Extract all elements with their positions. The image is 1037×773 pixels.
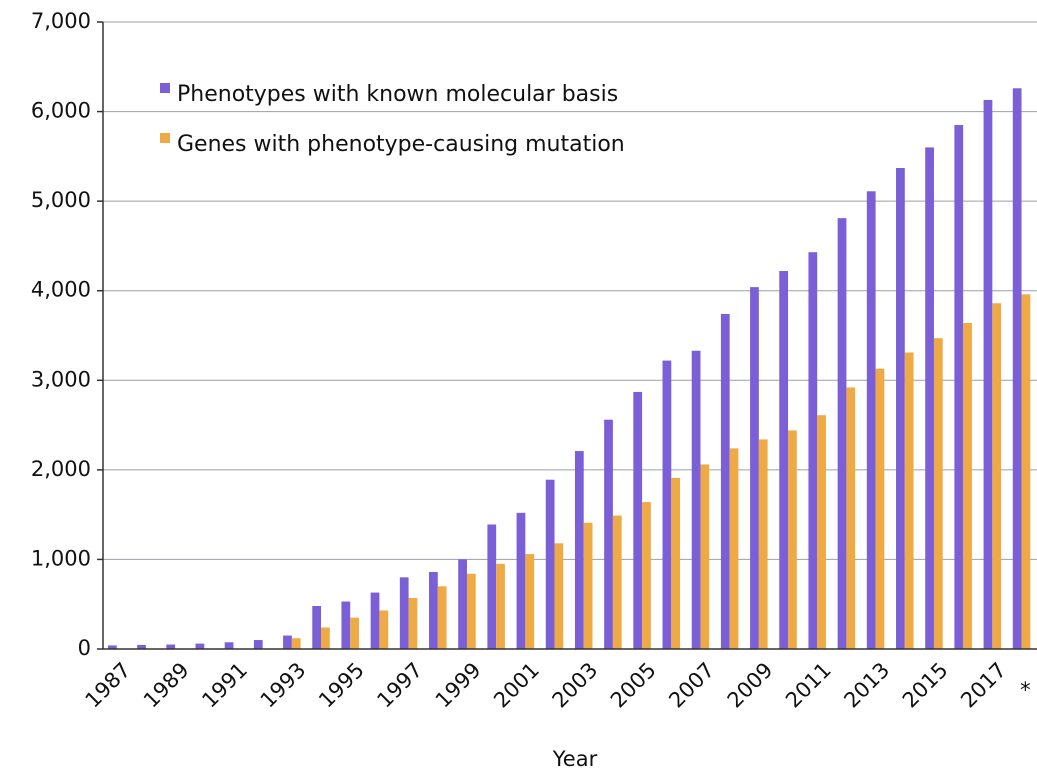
legend-label: Genes with phenotype-causing mutation (177, 132, 625, 157)
bar (720, 314, 730, 649)
legend-swatch (160, 133, 170, 143)
bar (429, 571, 438, 649)
x-tick-label: 1999 (431, 658, 486, 713)
bar (837, 218, 847, 649)
bar (224, 642, 234, 649)
bar (817, 415, 826, 649)
bar (642, 502, 651, 649)
y-tick-label: 7,000 (31, 9, 91, 33)
bar (370, 592, 380, 649)
bar (466, 573, 476, 649)
y-tick-label: 3,000 (31, 367, 91, 391)
bar (671, 477, 681, 649)
y-tick-label: 5,000 (31, 188, 91, 212)
bar (896, 168, 905, 649)
bar (779, 271, 789, 649)
bar (992, 303, 1002, 649)
bar (612, 515, 622, 649)
y-tick-label: 6,000 (31, 99, 91, 123)
bar (633, 391, 643, 649)
y-tick-label: 2,000 (31, 457, 91, 481)
x-tick-label: 1991 (197, 658, 252, 713)
bar (341, 601, 351, 649)
bar (379, 610, 389, 649)
x-tick-label: * (1020, 678, 1031, 702)
bar (846, 387, 856, 649)
bar (729, 448, 739, 649)
bar (283, 635, 292, 649)
bar (253, 640, 263, 649)
bar (788, 430, 797, 649)
bar (583, 522, 593, 649)
x-tick-label: 2017 (956, 658, 1011, 713)
bar (408, 597, 418, 649)
x-tick-label: 2005 (606, 658, 661, 713)
x-tick-label: 1987 (81, 658, 136, 713)
bar (904, 352, 914, 649)
bar (963, 322, 972, 649)
bar (107, 645, 117, 649)
bar (137, 644, 146, 649)
y-tick-label: 1,000 (31, 546, 91, 570)
bar (1012, 88, 1022, 650)
bar (866, 191, 876, 650)
x-tick-label: 2003 (548, 658, 603, 713)
y-tick-label: 4,000 (31, 278, 91, 302)
bar (195, 643, 205, 649)
bar (604, 419, 613, 649)
bar (875, 368, 885, 649)
bar (758, 439, 768, 649)
x-axis-label: Year (552, 747, 598, 771)
y-tick-label: 0 (78, 636, 91, 660)
bar (1021, 294, 1031, 649)
bar (525, 554, 535, 649)
bar (574, 451, 584, 649)
bar (750, 287, 759, 649)
bar (166, 644, 176, 649)
bar (437, 586, 447, 649)
bar (496, 563, 505, 649)
bar (399, 577, 409, 649)
legend-label: Phenotypes with known molecular basis (177, 82, 618, 107)
bar (554, 543, 564, 649)
bar (545, 479, 555, 649)
bar (312, 606, 322, 649)
bar (808, 252, 818, 649)
bar (933, 338, 943, 649)
x-tick-label: 2011 (781, 658, 836, 713)
bar (954, 125, 964, 649)
bar (983, 99, 993, 650)
x-tick-label: 1997 (372, 658, 427, 713)
bar (516, 512, 526, 649)
x-tick-label: 1993 (256, 658, 311, 713)
x-tick-label: 2015 (898, 658, 953, 713)
legend-swatch (160, 83, 170, 93)
bar (350, 617, 359, 649)
bar (691, 350, 701, 649)
bar (458, 559, 467, 649)
x-tick-label: 2007 (664, 658, 719, 713)
bar (321, 627, 330, 649)
bar (662, 360, 672, 649)
x-tick-label: 1989 (139, 658, 194, 713)
x-tick-label: 2001 (489, 658, 544, 713)
x-tick-label: 2009 (723, 658, 778, 713)
bar (291, 638, 301, 649)
x-tick-label: 2013 (839, 658, 894, 713)
bar (925, 147, 934, 649)
bar (487, 524, 497, 649)
bar (700, 464, 710, 649)
x-tick-label: 1995 (314, 658, 369, 713)
